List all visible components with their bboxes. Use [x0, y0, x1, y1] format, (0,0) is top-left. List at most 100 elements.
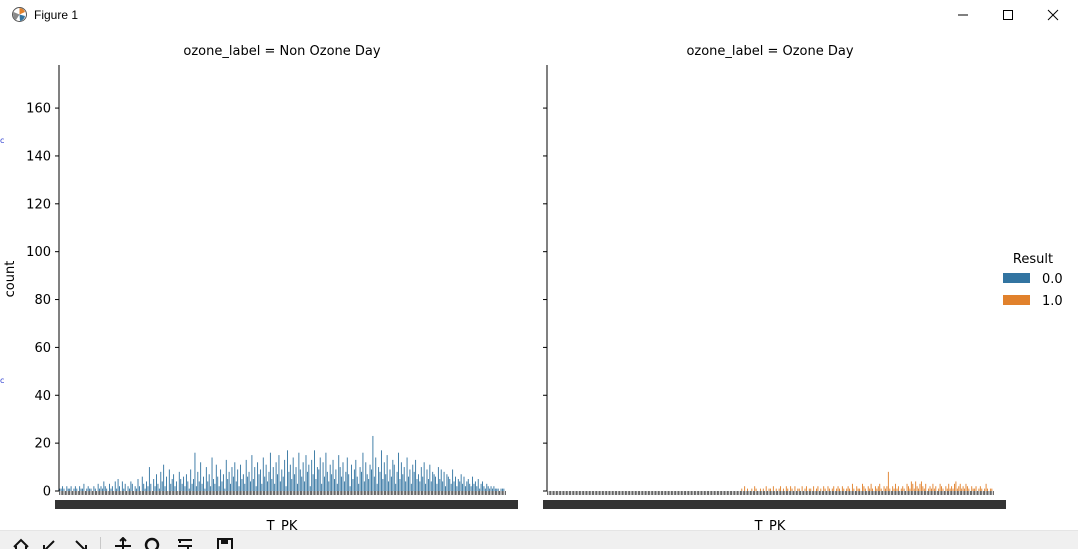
- minimize-icon: [958, 14, 968, 16]
- bar: [413, 471, 415, 491]
- bar: [919, 483, 921, 491]
- bar: [153, 479, 155, 491]
- bar: [164, 486, 166, 491]
- bar: [251, 455, 253, 491]
- bar: [889, 488, 891, 491]
- bar: [841, 486, 843, 491]
- configure-subplots-icon: [178, 539, 192, 549]
- maximize-button[interactable]: [985, 0, 1031, 30]
- bar: [295, 467, 297, 491]
- bar: [415, 459, 417, 491]
- pan-button[interactable]: [112, 537, 134, 549]
- bar: [228, 471, 230, 491]
- bar: [489, 488, 491, 491]
- bar: [250, 481, 251, 491]
- bar: [974, 488, 976, 491]
- bar: [406, 457, 408, 491]
- bar: [193, 479, 194, 491]
- bar: [780, 486, 782, 491]
- bar: [277, 474, 278, 491]
- bar: [797, 488, 799, 491]
- bar: [933, 488, 935, 491]
- bar: [449, 479, 451, 491]
- bar: [259, 469, 261, 491]
- bar: [452, 469, 454, 491]
- bar: [820, 488, 822, 491]
- bar: [981, 488, 983, 491]
- bar: [83, 483, 85, 491]
- bar: [945, 486, 947, 491]
- bar: [376, 483, 378, 491]
- bar: [915, 481, 917, 491]
- bar: [371, 469, 372, 491]
- bar: [443, 471, 445, 491]
- bar: [134, 486, 136, 491]
- bar: [178, 471, 180, 491]
- bar: [429, 464, 431, 491]
- bar: [435, 476, 436, 491]
- bar: [392, 459, 394, 491]
- bar: [183, 476, 185, 491]
- configure-subplots-button[interactable]: [174, 537, 196, 549]
- bar: [363, 481, 365, 491]
- bar: [271, 479, 273, 491]
- bar: [244, 483, 246, 491]
- bar: [492, 488, 493, 491]
- bar: [301, 476, 303, 491]
- bar: [909, 488, 911, 491]
- bar: [398, 452, 399, 491]
- bar: [879, 483, 881, 491]
- bar: [378, 467, 380, 491]
- bar: [191, 483, 193, 491]
- bar: [255, 486, 257, 491]
- bar: [114, 481, 116, 491]
- bar: [928, 488, 930, 491]
- zoom-button[interactable]: [142, 537, 164, 549]
- bar: [823, 486, 825, 491]
- bar: [161, 481, 163, 491]
- figure-canvas: ozone_label = Non Ozone Day 0 20 40 60 80 100…: [0, 30, 1078, 530]
- bar: [97, 483, 99, 491]
- bar: [338, 455, 340, 491]
- y-tick-label: 20: [34, 437, 51, 452]
- forward-button[interactable]: [70, 537, 92, 549]
- bar: [325, 452, 327, 491]
- bar: [408, 476, 409, 491]
- bar: [322, 462, 324, 491]
- bar: [456, 486, 458, 491]
- close-icon: [1047, 9, 1059, 21]
- bar: [230, 483, 231, 491]
- bar: [379, 471, 381, 491]
- bar: [887, 471, 889, 491]
- bar: [124, 483, 126, 491]
- bar: [474, 481, 476, 491]
- bar: [241, 479, 243, 491]
- bar: [487, 486, 489, 491]
- bar: [886, 486, 888, 491]
- bar: [975, 486, 977, 491]
- bar: [382, 479, 384, 491]
- bar: [872, 488, 874, 491]
- bar: [396, 471, 398, 491]
- bar: [339, 467, 341, 491]
- bar: [156, 474, 157, 491]
- bar: [287, 450, 288, 491]
- close-button[interactable]: [1030, 0, 1076, 30]
- bar: [482, 481, 483, 491]
- bar: [328, 481, 330, 491]
- home-button[interactable]: [10, 537, 32, 549]
- bar: [912, 483, 914, 491]
- bar: [294, 474, 296, 491]
- bar: [427, 479, 429, 491]
- bar: [440, 469, 442, 491]
- bar: [362, 452, 364, 491]
- bar: [486, 483, 488, 491]
- back-button[interactable]: [38, 537, 60, 549]
- minimize-button[interactable]: [940, 0, 986, 30]
- save-button[interactable]: [214, 537, 236, 549]
- bar: [900, 488, 902, 491]
- bar: [929, 486, 931, 491]
- bar: [393, 464, 395, 491]
- bar: [903, 488, 905, 491]
- bar: [119, 486, 120, 491]
